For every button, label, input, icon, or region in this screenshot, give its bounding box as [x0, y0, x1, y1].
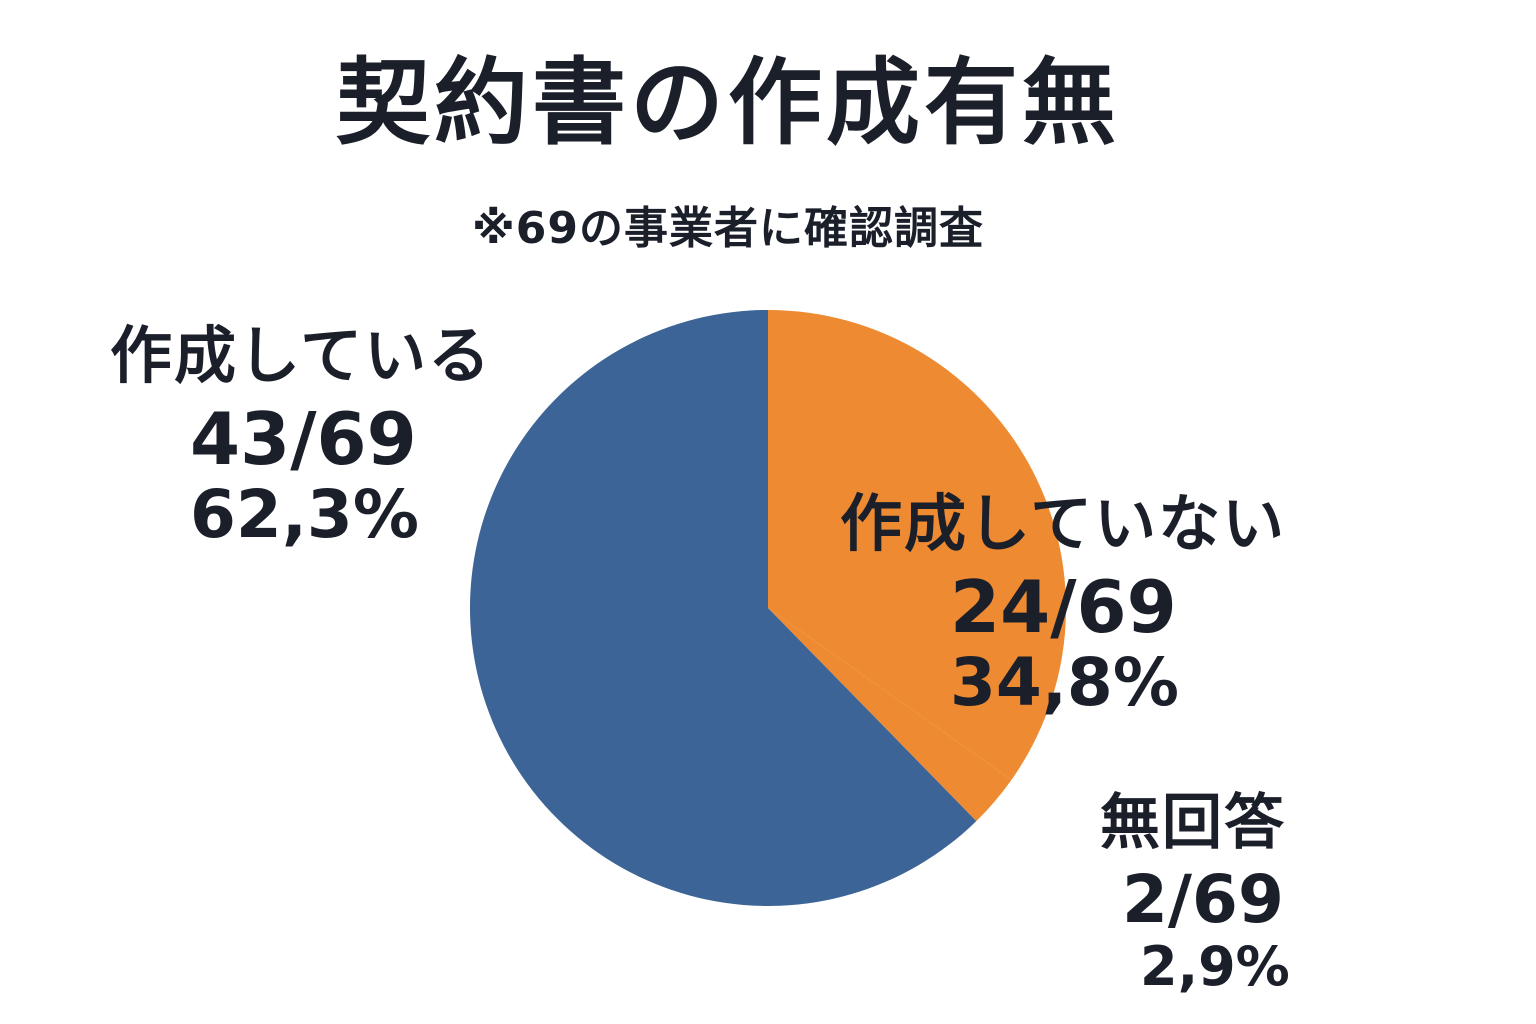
pie-slices [469, 310, 1066, 906]
slice-not-made [768, 310, 1066, 780]
slice-name-not-made: 作成していない [840, 487, 1287, 560]
chart-subtitle: ※69の事業者に確認調査 [471, 203, 984, 254]
slice-percent-made: 62,3% [190, 476, 419, 554]
slice-no-answer [768, 608, 1012, 822]
slice-name-made: 作成している [110, 319, 493, 392]
slice-label-made: 作成している 43/69 62,3% [110, 319, 530, 554]
slice-percent-no-answer: 2,9% [1140, 934, 1290, 998]
chart-title: 契約書の作成有無 [335, 49, 1120, 158]
slice-percent-not-made: 34,8% [950, 644, 1179, 722]
slice-fraction-made: 43/69 [190, 397, 417, 482]
slice-fraction-not-made: 24/69 [950, 565, 1177, 650]
slice-label-no-answer: 無回答 2/69 2,9% [1100, 790, 1330, 996]
slice-fraction-no-answer: 2/69 [1122, 861, 1284, 938]
slice-label-not-made: 作成していない 24/69 34,8% [840, 487, 1320, 722]
slice-name-no-answer: 無回答 [1100, 788, 1286, 858]
slice-made [469, 310, 977, 906]
